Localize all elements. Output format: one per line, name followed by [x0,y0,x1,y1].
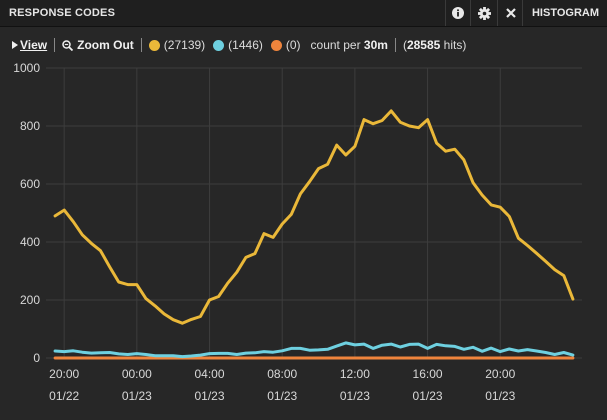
close-icon [505,8,516,18]
histogram-tab[interactable]: HISTOGRAM [522,0,607,26]
x-tick-time: 12:00 [340,367,370,381]
info-icon [452,7,464,19]
hits-total: 28585 [406,38,441,52]
panel-title: RESPONSE CODES [9,7,116,19]
x-tick-time: 20:00 [485,367,515,381]
legend-dot [270,39,282,51]
x-tick-date: 01/23 [267,389,297,403]
info-button[interactable] [445,0,470,26]
view-toggle[interactable]: View [12,38,47,52]
x-tick-time: 16:00 [413,367,443,381]
legend-item-series-1[interactable]: (27139) [148,38,206,52]
histogram-label: HISTOGRAM [531,7,600,19]
legend-count: (27139) [163,38,206,52]
close-button[interactable] [497,0,523,26]
legend-dot [213,39,225,51]
magnifier-icon [62,39,74,51]
chart-toolbar: View Zoom Out (27139) (1446) (0) count p… [12,36,602,54]
view-label: View [20,38,48,52]
series-line-1 [53,109,575,325]
settings-button[interactable] [470,0,497,26]
x-tick-date: 01/23 [413,389,443,403]
histogram-chart[interactable]: 0 200 400 600 800 1000 20:00 01/22 00:00 01/23 04:… [0,60,607,405]
x-tick-time: 00:00 [122,367,152,381]
y-tick-label: 200 [20,293,40,307]
divider [394,38,396,52]
x-tick-time: 20:00 [49,367,79,381]
y-tick-label: 400 [20,235,40,249]
legend-count: (1446) [228,38,263,52]
y-tick-label: 1000 [13,61,40,75]
x-tick-date: 01/23 [122,389,152,403]
y-tick-label: 600 [20,177,40,191]
x-tick-date: 01/23 [340,389,370,403]
caret-right-icon [12,41,18,49]
legend-count: (0) [285,38,301,52]
legend-item-series-3[interactable]: (0) [270,38,301,52]
count-per-text: count per 30m [311,38,388,52]
x-tick-date: 01/23 [195,389,225,403]
zoom-out-label: Zoom Out [77,38,134,52]
panel-header: RESPONSE CODES [0,0,607,27]
x-tick-date: 01/23 [485,389,515,403]
count-per-prefix: count per [310,38,364,52]
zoom-out-button[interactable]: Zoom Out [62,38,134,52]
legend-item-series-2[interactable]: (1446) [213,38,263,52]
hits-text: (28585 hits) [403,38,466,52]
x-tick-date: 01/22 [49,389,79,403]
x-tick-time: 04:00 [195,367,225,381]
legend-dot [148,39,160,51]
gear-icon [477,6,491,20]
interval-value: 30m [363,38,388,52]
x-tick-time: 08:00 [267,367,297,381]
hits-prefix: ( [402,38,407,52]
series-line-2 [53,341,575,359]
divider [140,38,142,52]
y-tick-label: 0 [33,351,40,365]
hits-suffix: hits) [440,38,467,52]
y-tick-label: 800 [20,119,40,133]
divider [54,38,56,52]
